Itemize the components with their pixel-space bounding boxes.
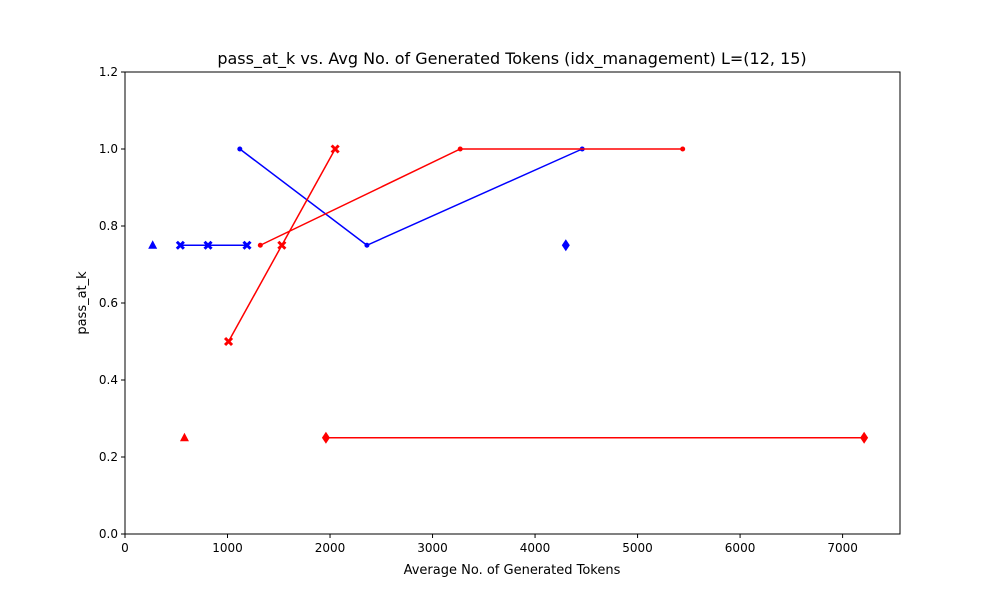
y-tick-label: 0.6: [99, 296, 118, 310]
data-point: [457, 146, 463, 152]
data-point: [175, 240, 185, 250]
data-point: [223, 336, 234, 347]
series-2: [175, 240, 252, 250]
data-point: [257, 242, 263, 248]
series-line: [259, 148, 683, 246]
series-6: [223, 144, 340, 347]
data-point: [203, 240, 213, 250]
data-point: [242, 240, 252, 250]
x-tick-label: 5000: [622, 541, 653, 555]
y-axis-label: pass_at_k: [75, 271, 90, 335]
chart-title: pass_at_k vs. Avg No. of Generated Token…: [217, 49, 806, 69]
x-tick-label: 3000: [417, 541, 448, 555]
y-tick-label: 0.8: [99, 219, 118, 233]
series-1: [148, 240, 158, 249]
data-point: [321, 431, 330, 444]
series-7: [257, 146, 686, 248]
data-point: [680, 146, 686, 152]
series-4: [561, 239, 570, 252]
y-tick-label: 0.2: [99, 450, 118, 464]
x-tick-label: 1000: [212, 541, 243, 555]
x-tick-label: 6000: [725, 541, 756, 555]
plot-area: [124, 71, 901, 535]
y-tick-label: 1.0: [99, 142, 118, 156]
y-tick-label: 1.2: [99, 65, 118, 79]
y-tick-label: 0.0: [99, 527, 118, 541]
data-point: [860, 431, 869, 444]
series-layer: [148, 144, 869, 444]
data-point: [364, 242, 370, 248]
data-point: [330, 144, 340, 154]
data-point: [237, 146, 243, 152]
x-tick-label: 7000: [827, 541, 858, 555]
data-point: [561, 239, 570, 252]
x-tick-label: 0: [121, 541, 129, 555]
plot-frame: [124, 71, 901, 535]
x-axis-label: Average No. of Generated Tokens: [404, 563, 621, 578]
data-point: [277, 240, 287, 250]
series-8: [321, 431, 869, 444]
data-point: [148, 240, 158, 249]
x-tick-label: 4000: [520, 541, 551, 555]
data-point: [179, 432, 189, 442]
y-axis: 0.0 0.2 0.4 0.6 0.8 1.0 1.2: [99, 65, 125, 541]
x-axis: 0 1000 2000 3000 4000 5000 6000 7000: [121, 534, 858, 555]
series-5: [179, 432, 189, 442]
y-tick-label: 0.4: [99, 373, 118, 387]
x-tick-label: 2000: [315, 541, 346, 555]
